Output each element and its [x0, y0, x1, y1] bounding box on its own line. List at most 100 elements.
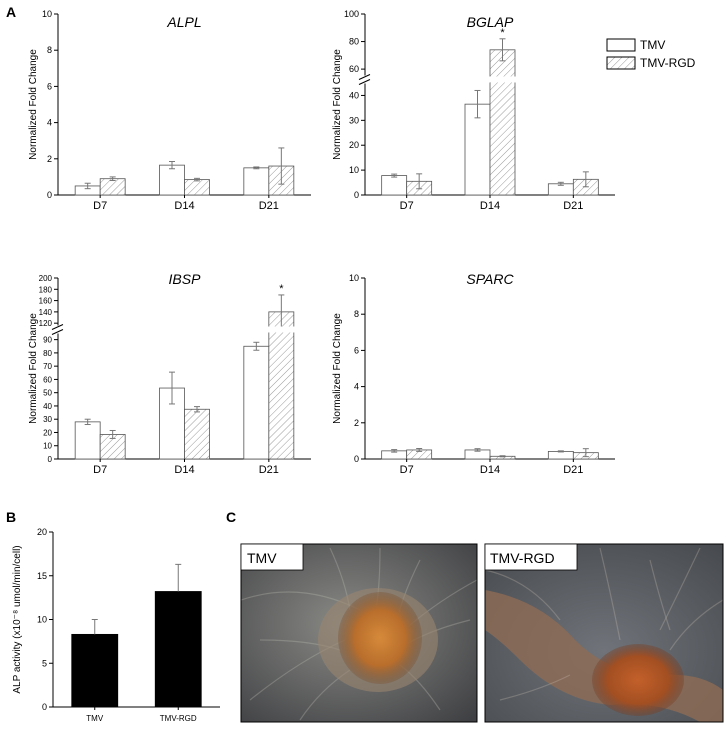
y-tick-label: 40	[349, 90, 359, 100]
legend: TMV TMV-RGD	[606, 38, 696, 70]
y-tick-label: 60	[349, 64, 359, 74]
y-tick-label: 200	[39, 274, 53, 283]
significance-mark: *	[279, 283, 284, 295]
y-axis-label: Normalized Fold Change	[28, 49, 39, 160]
y-tick-label: 6	[47, 81, 52, 91]
bar-tmv-d21	[547, 450, 574, 460]
y-tick-label: 8	[47, 45, 52, 55]
y-tick-label: 80	[43, 349, 52, 358]
y-tick-label: 0	[47, 190, 52, 200]
legend-swatch-tmv	[606, 38, 636, 52]
bar-tmv-rgd-d14	[184, 179, 210, 196]
y-tick-label: 60	[43, 375, 52, 384]
legend-label-tmv: TMV	[640, 38, 665, 52]
panel-label-a: A	[6, 4, 16, 20]
x-tick-label: D14	[174, 464, 194, 476]
y-tick-label: 20	[349, 140, 359, 150]
x-tick-label: D14	[480, 200, 500, 212]
chart-title: BGLAP	[467, 14, 514, 30]
y-tick-label: 0	[42, 702, 47, 712]
bar-alp-tmv	[71, 633, 119, 708]
y-tick-label: 90	[43, 336, 52, 345]
axis-break-gap	[359, 75, 371, 84]
bar-tmv-d21	[243, 345, 270, 460]
significance-mark: *	[500, 27, 505, 39]
y-tick-label: 0	[354, 190, 359, 200]
axis-break-mark	[51, 329, 64, 335]
bar-tmv-d7	[381, 175, 408, 196]
axis-break-gap	[52, 325, 64, 334]
legend-swatch-tmv-rgd	[606, 56, 636, 70]
micrograph-label-tmv-rgd: TMV-RGD	[490, 550, 555, 566]
x-tick-label: TMV	[86, 714, 104, 723]
y-axis-label: ALP activity (x10⁻⁸ umol/min/cell)	[12, 545, 23, 693]
bar-tmv-d7	[74, 421, 101, 460]
y-tick-label: 10	[43, 442, 52, 451]
chart-ibsp: 0 10 20 30 40 50 60 70 80 90 120 140 160 180 200 Normal…	[28, 271, 311, 476]
x-tick-label: D7	[93, 200, 107, 212]
x-tick-label: D21	[563, 464, 583, 476]
y-tick-label: 2	[47, 154, 52, 164]
y-tick-label: 8	[354, 309, 359, 319]
y-tick-label: 2	[354, 418, 359, 428]
y-axis-label: Normalized Fold Change	[28, 313, 39, 424]
chart-alpl: 0 2 4 6 8 10 Normalized Fold Change ALPL D7 D14 D2…	[28, 9, 311, 212]
y-tick-label: 180	[39, 285, 53, 294]
chart-title: ALPL	[166, 14, 201, 30]
y-tick-label: 4	[354, 382, 359, 392]
x-tick-label: D7	[400, 464, 414, 476]
panel-label-b: B	[6, 509, 16, 525]
bar-tmv-d14	[464, 103, 491, 196]
panel-label-c: C	[226, 509, 236, 525]
y-tick-label: 6	[354, 345, 359, 355]
micrograph-tmv-rgd: TMV-RGD	[484, 543, 724, 723]
y-tick-label: 120	[39, 319, 53, 328]
micrograph-label-tmv: TMV	[247, 550, 277, 566]
y-tick-label: 160	[39, 297, 53, 306]
bar-tmv-rgd-d14	[489, 49, 516, 196]
chart-bglap: 0 10 20 30 40 60 80 100 Normalized Fold Change BG…	[332, 9, 615, 212]
bar-tmv-rgd-d21	[268, 311, 295, 460]
y-tick-label: 0	[354, 454, 359, 464]
y-tick-label: 15	[37, 571, 47, 581]
axis-break-mark	[358, 79, 371, 85]
y-tick-label: 10	[42, 9, 52, 19]
chart-sparc: 0 2 4 6 8 10 Normalized Fold Change SPARC D7 D14 D…	[332, 271, 615, 476]
bar-tmv-d21	[243, 167, 270, 196]
axis-break-mark	[358, 74, 371, 80]
x-tick-label: D21	[563, 200, 583, 212]
y-tick-label: 20	[37, 527, 47, 537]
y-tick-label: 20	[43, 428, 52, 437]
legend-label-tmv-rgd: TMV-RGD	[640, 56, 696, 70]
chart-title: SPARC	[466, 271, 514, 287]
y-tick-label: 30	[349, 115, 359, 125]
micrograph-tmv: TMV	[240, 543, 478, 723]
chart-title: IBSP	[169, 271, 202, 287]
bar-alp-tmv-rgd	[154, 591, 202, 708]
y-tick-label: 70	[43, 362, 52, 371]
y-tick-label: 4	[47, 118, 52, 128]
x-tick-label: D14	[174, 200, 194, 212]
bar-tmv-d14	[159, 164, 185, 196]
y-tick-label: 0	[48, 455, 53, 464]
y-tick-label: 140	[39, 308, 53, 317]
bar-tmv-rgd-d14	[184, 408, 210, 460]
chart-alp: 0 5 10 15 20 ALP activity (x10⁻⁸ umol/min/cel…	[12, 527, 220, 723]
y-tick-label: 80	[349, 37, 359, 47]
bar-break-gap	[489, 76, 516, 83]
x-tick-label: D7	[400, 200, 414, 212]
y-tick-label: 5	[42, 658, 47, 668]
y-axis-label: Normalized Fold Change	[332, 49, 343, 160]
x-tick-label: D7	[93, 464, 107, 476]
y-tick-label: 30	[43, 415, 52, 424]
x-tick-label: D21	[259, 200, 279, 212]
y-axis-label: Normalized Fold Change	[332, 313, 343, 424]
bar-tmv-rgd-d7	[99, 178, 126, 196]
y-tick-label: 10	[349, 165, 359, 175]
x-tick-label: D14	[480, 464, 500, 476]
y-tick-label: 10	[349, 273, 359, 283]
x-tick-label: D21	[259, 464, 279, 476]
y-tick-label: 100	[344, 9, 359, 19]
bar-break-gap	[267, 326, 295, 333]
